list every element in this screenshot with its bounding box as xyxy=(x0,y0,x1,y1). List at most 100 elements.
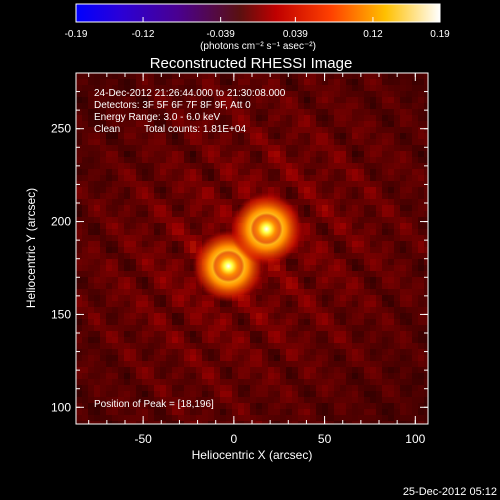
image-cell xyxy=(154,409,160,415)
image-cell xyxy=(100,415,106,421)
image-cell xyxy=(334,385,340,391)
image-cell xyxy=(160,385,166,391)
image-cell xyxy=(364,193,370,199)
image-cell xyxy=(214,205,220,211)
image-cell xyxy=(166,211,172,217)
image-cell xyxy=(244,109,250,115)
image-cell xyxy=(166,289,172,295)
image-cell xyxy=(172,295,178,301)
image-cell xyxy=(250,73,256,79)
image-cell xyxy=(412,403,418,409)
image-cell xyxy=(190,313,196,319)
image-cell xyxy=(100,121,106,127)
image-cell xyxy=(130,415,136,421)
image-cell xyxy=(364,115,370,121)
image-cell xyxy=(388,175,394,181)
image-cell xyxy=(292,409,298,415)
image-cell xyxy=(94,91,100,97)
image-cell xyxy=(256,319,262,325)
image-cell xyxy=(274,325,280,331)
image-cell xyxy=(316,199,322,205)
image-cell xyxy=(220,403,226,409)
image-cell xyxy=(364,241,370,247)
image-cell xyxy=(316,73,322,79)
image-cell xyxy=(388,223,394,229)
image-cell xyxy=(382,289,388,295)
image-cell xyxy=(256,127,262,133)
image-cell xyxy=(286,343,292,349)
image-cell xyxy=(394,199,400,205)
image-cell xyxy=(190,97,196,103)
image-cell xyxy=(340,259,346,265)
image-cell xyxy=(130,325,136,331)
image-cell xyxy=(364,391,370,397)
image-cell xyxy=(208,103,214,109)
image-cell xyxy=(382,229,388,235)
image-cell xyxy=(322,409,328,415)
image-cell xyxy=(334,355,340,361)
image-cell xyxy=(178,73,184,79)
image-cell xyxy=(76,403,82,409)
image-cell xyxy=(208,205,214,211)
image-cell xyxy=(280,331,286,337)
image-cell xyxy=(148,115,154,121)
image-cell xyxy=(190,169,196,175)
image-cell xyxy=(196,73,202,79)
image-cell xyxy=(376,367,382,373)
image-cell xyxy=(154,301,160,307)
emission-sources xyxy=(192,193,303,303)
image-cell xyxy=(316,343,322,349)
image-cell xyxy=(406,397,412,403)
image-cell xyxy=(424,145,428,151)
image-cell xyxy=(358,403,364,409)
image-cell xyxy=(388,289,394,295)
image-cell xyxy=(388,331,394,337)
image-cell xyxy=(106,229,112,235)
image-cell xyxy=(118,91,124,97)
image-cell xyxy=(394,109,400,115)
image-cell xyxy=(178,217,184,223)
image-cell xyxy=(304,79,310,85)
image-cell xyxy=(184,331,190,337)
image-cell xyxy=(352,409,358,415)
image-cell xyxy=(130,337,136,343)
image-cell xyxy=(238,373,244,379)
image-cell xyxy=(94,247,100,253)
image-cell xyxy=(370,277,376,283)
image-cell xyxy=(352,379,358,385)
image-cell xyxy=(148,85,154,91)
image-cell xyxy=(100,265,106,271)
image-cell xyxy=(154,319,160,325)
image-cell xyxy=(376,163,382,169)
image-cell xyxy=(352,331,358,337)
image-cell xyxy=(298,199,304,205)
image-cell xyxy=(352,223,358,229)
image-cell xyxy=(262,277,268,283)
image-cell xyxy=(100,373,106,379)
image-cell xyxy=(418,175,424,181)
image-cell xyxy=(172,175,178,181)
image-cell xyxy=(286,73,292,79)
image-cell xyxy=(280,409,286,415)
image-cell xyxy=(82,325,88,331)
image-cell xyxy=(124,181,130,187)
image-cell xyxy=(346,319,352,325)
image-cell xyxy=(400,367,406,373)
image-cell xyxy=(388,343,394,349)
image-cell xyxy=(334,133,340,139)
image-cell xyxy=(274,301,280,307)
image-cell xyxy=(406,145,412,151)
image-cell xyxy=(424,397,428,403)
image-cell xyxy=(136,109,142,115)
image-cell xyxy=(220,421,226,424)
image-cell xyxy=(88,397,94,403)
image-cell xyxy=(250,373,256,379)
image-cell xyxy=(232,205,238,211)
image-cell xyxy=(370,403,376,409)
image-cell xyxy=(220,319,226,325)
image-cell xyxy=(148,397,154,403)
image-cell xyxy=(178,187,184,193)
image-cell xyxy=(262,343,268,349)
image-cell xyxy=(94,283,100,289)
image-cell xyxy=(178,349,184,355)
